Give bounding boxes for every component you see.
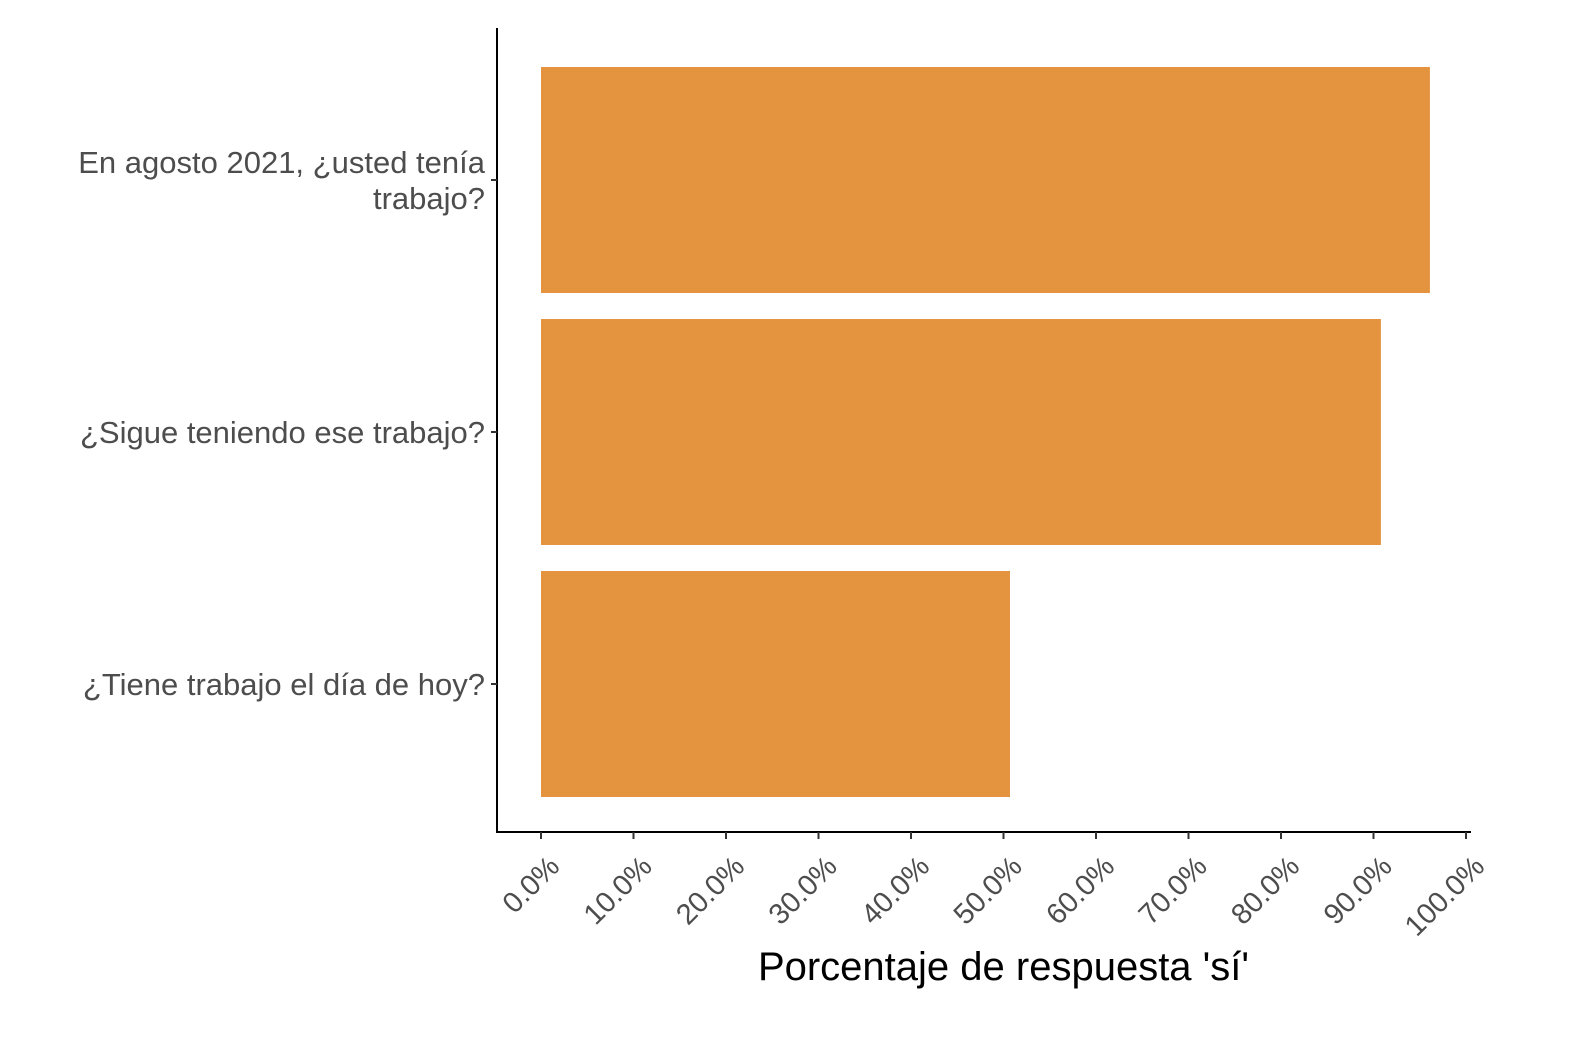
- category-label-3: ¿Tiene trabajo el día de hoy?: [83, 667, 485, 702]
- x-tick-label: 30.0%: [763, 850, 844, 931]
- y-axis-ticks: En agosto 2021, ¿usted tenía trabajo? ¿Sig…: [78, 145, 497, 702]
- x-tick-label: 40.0%: [855, 850, 936, 931]
- x-tick-label: 90.0%: [1318, 850, 1399, 931]
- x-tick-label: 70.0%: [1133, 850, 1214, 931]
- x-tick-label: 20.0%: [670, 850, 751, 931]
- x-tick-label: 60.0%: [1040, 850, 1121, 931]
- x-tick-label: 80.0%: [1225, 850, 1306, 931]
- bar-2: [541, 319, 1381, 545]
- x-axis-title: Porcentaje de respuesta 'sí': [758, 945, 1249, 989]
- x-tick-label: 100.0%: [1399, 850, 1491, 942]
- bars-layer: [541, 67, 1430, 797]
- bar-3: [541, 571, 1010, 797]
- category-label-2: ¿Sigue teniendo ese trabajo?: [80, 415, 485, 450]
- bar-1: [541, 67, 1430, 293]
- x-axis-ticks: 0.0% 10.0% 20.0% 30.0% 40.0% 50.0% 60.0% 70.0% 8…: [497, 832, 1491, 943]
- x-tick-label: 50.0%: [948, 850, 1029, 931]
- category-label-1: En agosto 2021, ¿usted tenía trabajo?: [78, 145, 485, 216]
- x-tick-label: 10.0%: [578, 850, 659, 931]
- x-tick-label: 0.0%: [497, 850, 566, 919]
